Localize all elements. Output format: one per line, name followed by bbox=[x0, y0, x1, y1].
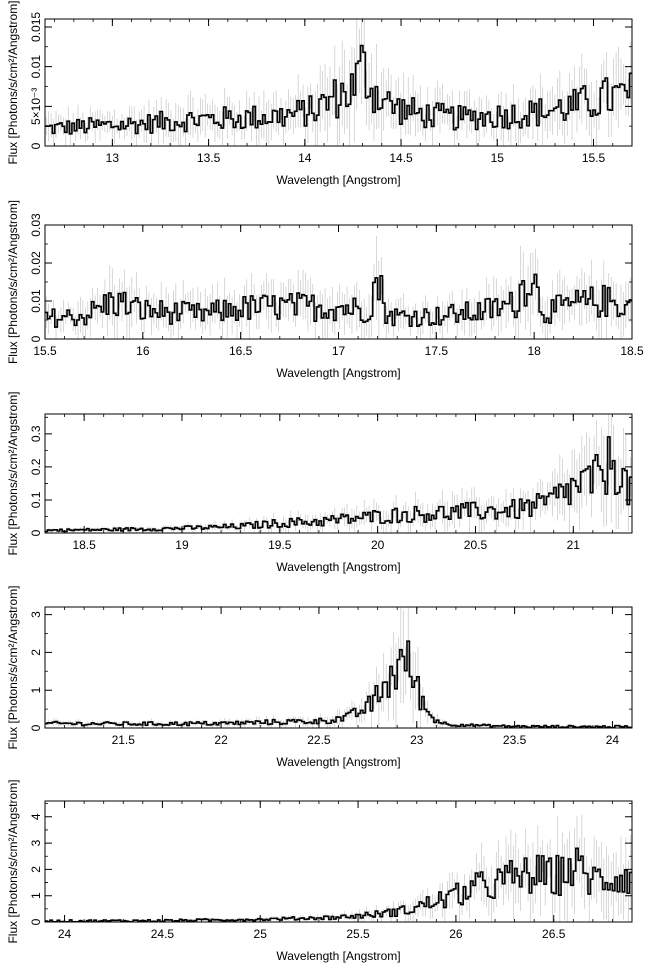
plot-frame bbox=[44, 18, 633, 147]
panel-3: 18.5 19 19.5 20 20.5 21 0 0.1 0.2 0.3 Wavelength [… bbox=[6, 391, 633, 574]
x-tick-label: 18.5 bbox=[72, 538, 96, 552]
x-tick-label: 24.5 bbox=[151, 927, 175, 941]
spectrum-line bbox=[45, 436, 632, 533]
y-axis-label: Flux [Photons/s/cm²/Angstrom] bbox=[6, 200, 20, 364]
x-tick-label: 25 bbox=[254, 927, 268, 941]
error-bars bbox=[45, 607, 632, 728]
y-tick-label: 0.015 bbox=[29, 12, 43, 42]
plot-frame bbox=[44, 413, 633, 534]
spectrum-line bbox=[45, 44, 632, 135]
spectrum-line bbox=[45, 847, 632, 922]
y-minor-ticks bbox=[45, 46, 632, 127]
series-group bbox=[45, 236, 632, 339]
y-tick-label: 2 bbox=[29, 866, 43, 873]
y-tick-label: 0.03 bbox=[29, 213, 43, 237]
plot-frame bbox=[44, 606, 633, 729]
y-tick-label: 3 bbox=[29, 611, 43, 618]
x-minor-ticks bbox=[44, 414, 633, 533]
error-bars bbox=[45, 814, 632, 922]
x-tick-label: 17 bbox=[332, 344, 346, 358]
panel-1: 13 13.5 14 14.5 15 15.5 0 5×10⁻³ 0.01 0.015 Wavele… bbox=[6, 0, 633, 187]
y-axis-label: Flux [Photons/s/cm²/Angstrom] bbox=[6, 391, 20, 555]
y-tick-label: 1 bbox=[29, 687, 43, 694]
series-group bbox=[45, 607, 632, 728]
y-tick-label: 2 bbox=[29, 649, 43, 656]
y-tick-label: 3 bbox=[29, 839, 43, 846]
y-minor-ticks bbox=[45, 243, 632, 321]
y-tick-label: 5×10⁻³ bbox=[29, 88, 43, 125]
y-axis-label: Flux [Photons/s/cm²/Angstrom] bbox=[6, 779, 20, 943]
error-bars bbox=[45, 19, 632, 146]
series-group bbox=[45, 19, 632, 146]
y-minor-ticks bbox=[45, 416, 632, 517]
x-axis-label: Wavelength [Angstrom] bbox=[276, 173, 400, 187]
x-tick-label: 16 bbox=[136, 344, 150, 358]
y-tick-label: 1 bbox=[29, 892, 43, 899]
panel-5: 24 24.5 25 25.5 26 26.5 0 1 2 3 4 Wavelength [Angst… bbox=[6, 779, 633, 963]
x-tick-label: 13.5 bbox=[197, 151, 221, 165]
y-tick-label: 0.01 bbox=[29, 289, 43, 313]
y-tick-label: 0.01 bbox=[29, 55, 43, 79]
x-minor-ticks bbox=[44, 607, 633, 728]
x-tick-label: 22 bbox=[214, 733, 228, 747]
x-tick-label: 23 bbox=[410, 733, 424, 747]
x-tick-label: 21.5 bbox=[112, 733, 136, 747]
x-tick-label: 14 bbox=[298, 151, 312, 165]
y-minor-ticks bbox=[45, 633, 632, 710]
y-tick-label: 0.02 bbox=[29, 251, 43, 275]
y-tick-label: 0 bbox=[29, 918, 43, 925]
x-tick-label: 24 bbox=[58, 927, 72, 941]
y-tick-label: 0.2 bbox=[29, 458, 43, 475]
spectrum-line bbox=[45, 273, 632, 328]
x-axis-label: Wavelength [Angstrom] bbox=[276, 366, 400, 380]
panel-2: 15.5 16 16.5 17 17.5 18 18.5 0 0.01 0.02 0.03 Wavel… bbox=[6, 200, 644, 380]
error-bars bbox=[45, 236, 632, 339]
x-tick-label: 25.5 bbox=[346, 927, 370, 941]
x-tick-label: 17.5 bbox=[425, 344, 449, 358]
y-tick-label: 0 bbox=[29, 529, 43, 536]
y-axis-label: Flux [Photons/s/cm²/Angstrom] bbox=[6, 0, 20, 164]
series-group bbox=[45, 814, 632, 922]
x-tick-label: 19.5 bbox=[268, 538, 292, 552]
series-group bbox=[45, 414, 632, 533]
y-tick-label: 0 bbox=[29, 142, 43, 149]
x-tick-label: 15.5 bbox=[582, 151, 606, 165]
error-bars bbox=[45, 414, 632, 533]
spectrum-line bbox=[45, 640, 632, 728]
x-axis-label: Wavelength [Angstrom] bbox=[276, 755, 400, 769]
x-tick-label: 14.5 bbox=[389, 151, 413, 165]
x-axis-label: Wavelength [Angstrom] bbox=[276, 949, 400, 963]
y-tick-label: 0 bbox=[29, 335, 43, 342]
y-tick-label: 4 bbox=[29, 813, 43, 820]
y-minor-ticks bbox=[45, 803, 632, 910]
x-tick-label: 18 bbox=[527, 344, 541, 358]
x-tick-label: 18.5 bbox=[620, 344, 644, 358]
x-tick-label: 26.5 bbox=[542, 927, 566, 941]
x-axis-label: Wavelength [Angstrom] bbox=[276, 560, 400, 574]
y-axis-label: Flux [Photons/s/cm²/Angstrom] bbox=[6, 585, 20, 749]
x-tick-label: 21 bbox=[567, 538, 581, 552]
x-tick-label: 24 bbox=[606, 733, 620, 747]
y-tick-label: 0 bbox=[29, 724, 43, 731]
x-tick-label: 26 bbox=[449, 927, 463, 941]
x-tick-label: 15 bbox=[491, 151, 505, 165]
x-tick-label: 15.5 bbox=[33, 344, 57, 358]
x-tick-label: 19 bbox=[175, 538, 189, 552]
y-tick-label: 0.3 bbox=[29, 425, 43, 442]
x-tick-label: 20 bbox=[371, 538, 385, 552]
x-tick-label: 22.5 bbox=[307, 733, 331, 747]
y-tick-label: 0.1 bbox=[29, 491, 43, 508]
x-tick-label: 23.5 bbox=[503, 733, 527, 747]
x-tick-label: 13 bbox=[106, 151, 120, 165]
x-tick-label: 20.5 bbox=[464, 538, 488, 552]
x-tick-label: 16.5 bbox=[229, 344, 253, 358]
